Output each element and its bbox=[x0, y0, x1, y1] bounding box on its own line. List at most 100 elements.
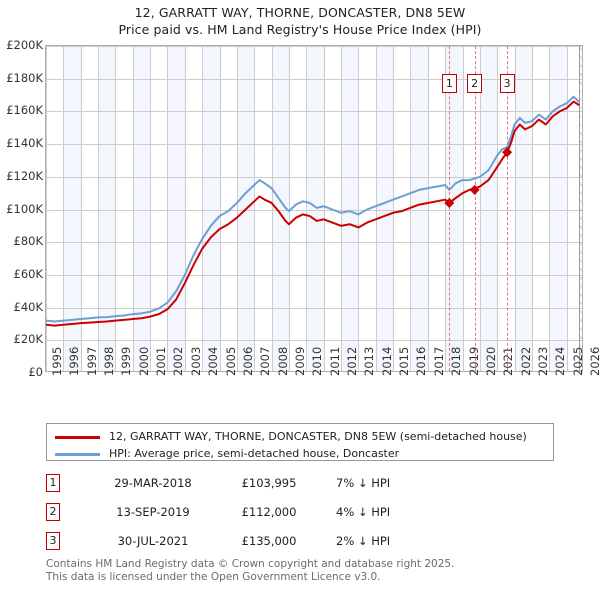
gridline-horizontal bbox=[46, 46, 582, 47]
x-axis-tick-label: 2006 bbox=[240, 346, 255, 376]
y-axis-tick-label: £60K bbox=[13, 266, 44, 281]
gridline-vertical bbox=[81, 46, 82, 371]
transaction-hpi-delta: 2% ↓ HPI bbox=[336, 534, 391, 548]
series-polyline bbox=[46, 95, 580, 323]
transaction-marker-box-3[interactable]: 3 bbox=[499, 74, 515, 93]
gridline-vertical bbox=[220, 46, 221, 371]
x-axis-tick-label: 2019 bbox=[466, 346, 481, 376]
gridline-vertical bbox=[567, 46, 568, 371]
x-axis-tick-label: 2007 bbox=[258, 346, 273, 376]
x-axis-tick-label: 1996 bbox=[67, 346, 82, 376]
x-axis-tick-label: 2010 bbox=[310, 346, 325, 376]
transaction-row[interactable]: 1 29-MAR-2018 £103,995 7% ↓ HPI bbox=[46, 474, 466, 494]
x-axis-tick-label: 2008 bbox=[275, 346, 290, 376]
y-axis-tick-label: £20K bbox=[13, 332, 44, 347]
gridline-vertical bbox=[98, 46, 99, 371]
x-axis-tick-label: 2017 bbox=[431, 346, 446, 376]
y-axis-labels: £0 £20K £40K £60K £80K £100K £120K £140K £160K £1… bbox=[0, 0, 43, 590]
gridline-vertical bbox=[532, 46, 533, 371]
x-axis-tick-label: 2004 bbox=[206, 346, 221, 376]
year-band bbox=[271, 46, 289, 371]
gridline-vertical bbox=[150, 46, 151, 371]
legend-label: 12, GARRATT WAY, THORNE, DONCASTER, DN8 … bbox=[109, 430, 527, 443]
gridline-vertical bbox=[185, 46, 186, 371]
x-axis-tick-label: 2018 bbox=[449, 346, 464, 376]
x-axis-tick-label: 2000 bbox=[136, 346, 151, 376]
transaction-index-badge: 2 bbox=[46, 503, 60, 521]
gridline-vertical bbox=[480, 46, 481, 371]
year-band bbox=[410, 46, 428, 371]
x-axis-tick-label: 2020 bbox=[483, 346, 498, 376]
gridline-vertical bbox=[428, 46, 429, 371]
gridline-horizontal bbox=[46, 275, 582, 276]
x-axis-tick-label: 2021 bbox=[501, 346, 516, 376]
transaction-hpi-delta: 4% ↓ HPI bbox=[336, 505, 391, 519]
gridline-vertical bbox=[63, 46, 64, 371]
y-axis-tick-label: £180K bbox=[6, 70, 43, 85]
y-axis-tick-label: £80K bbox=[13, 234, 44, 249]
x-axis-tick-label: 2015 bbox=[397, 346, 412, 376]
x-axis-tick-label: 2026 bbox=[588, 346, 600, 376]
legend-item: HPI: Average price, semi-detached house,… bbox=[55, 445, 550, 463]
gridline-vertical bbox=[133, 46, 134, 371]
transaction-date: 30-JUL-2021 bbox=[117, 534, 189, 548]
transaction-point-marker bbox=[502, 147, 513, 158]
x-axis-tick-label: 1998 bbox=[102, 346, 117, 376]
legend-color-swatch bbox=[55, 453, 100, 456]
gridline-horizontal bbox=[46, 177, 582, 178]
transaction-hpi-delta: 7% ↓ HPI bbox=[336, 476, 391, 490]
y-axis-tick-label: £140K bbox=[6, 136, 43, 151]
x-axis-tick-label: 2025 bbox=[570, 346, 585, 376]
footer-line-1: Contains HM Land Registry data © Crown c… bbox=[46, 558, 455, 570]
gridline-vertical bbox=[115, 46, 116, 371]
footer-attribution: Contains HM Land Registry data © Crown c… bbox=[46, 558, 566, 583]
gridline-vertical bbox=[254, 46, 255, 371]
gridline-horizontal bbox=[46, 111, 582, 112]
y-axis-tick-label: £40K bbox=[13, 299, 44, 314]
chart-legend: 12, GARRATT WAY, THORNE, DONCASTER, DN8 … bbox=[46, 423, 554, 461]
y-axis-tick-label: £100K bbox=[6, 201, 43, 216]
x-axis-tick-label: 2013 bbox=[362, 346, 377, 376]
y-axis-tick-label: £0 bbox=[28, 365, 43, 379]
gridline-vertical bbox=[324, 46, 325, 371]
transaction-row[interactable]: 2 13-SEP-2019 £112,000 4% ↓ HPI bbox=[46, 503, 466, 523]
x-axis-tick-label: 2009 bbox=[292, 346, 307, 376]
x-axis-tick-label: 1997 bbox=[84, 346, 99, 376]
y-axis-tick-label: £120K bbox=[6, 168, 43, 183]
legend-label: HPI: Average price, semi-detached house,… bbox=[109, 447, 400, 460]
gridline-vertical bbox=[202, 46, 203, 371]
gridline-horizontal bbox=[46, 79, 582, 80]
transaction-marker-box-1[interactable]: 1 bbox=[441, 74, 457, 93]
gridline-vertical bbox=[341, 46, 342, 371]
transaction-date: 13-SEP-2019 bbox=[116, 505, 190, 519]
transaction-index-badge: 3 bbox=[46, 532, 60, 550]
gridline-vertical bbox=[393, 46, 394, 371]
gridline-horizontal bbox=[46, 210, 582, 211]
x-axis-tick-label: 2005 bbox=[223, 346, 238, 376]
transaction-price: £103,995 bbox=[241, 476, 297, 490]
gridline-vertical bbox=[445, 46, 446, 371]
gridline-vertical bbox=[358, 46, 359, 371]
x-axis-tick-label: 2002 bbox=[171, 346, 186, 376]
x-axis-tick-label: 2012 bbox=[345, 346, 360, 376]
future-hatch-region bbox=[578, 46, 582, 371]
transaction-marker-box-2[interactable]: 2 bbox=[467, 74, 483, 93]
transaction-index-badge: 1 bbox=[46, 474, 60, 492]
x-axis-tick-label: 2003 bbox=[188, 346, 203, 376]
x-axis-tick-label: 2022 bbox=[518, 346, 533, 376]
gridline-horizontal bbox=[46, 308, 582, 309]
year-band bbox=[549, 46, 567, 371]
gridline-horizontal bbox=[46, 144, 582, 145]
year-band bbox=[98, 46, 116, 371]
gridline-vertical bbox=[167, 46, 168, 371]
transaction-price: £112,000 bbox=[241, 505, 297, 519]
gridline-horizontal bbox=[46, 340, 582, 341]
transaction-row[interactable]: 3 30-JUL-2021 £135,000 2% ↓ HPI bbox=[46, 532, 466, 552]
x-axis-tick-label: 1995 bbox=[50, 346, 64, 376]
transaction-price: £135,000 bbox=[241, 534, 297, 548]
transaction-date: 29-MAR-2018 bbox=[114, 476, 192, 490]
gridline-vertical bbox=[497, 46, 498, 371]
transaction-point-marker bbox=[444, 197, 455, 208]
